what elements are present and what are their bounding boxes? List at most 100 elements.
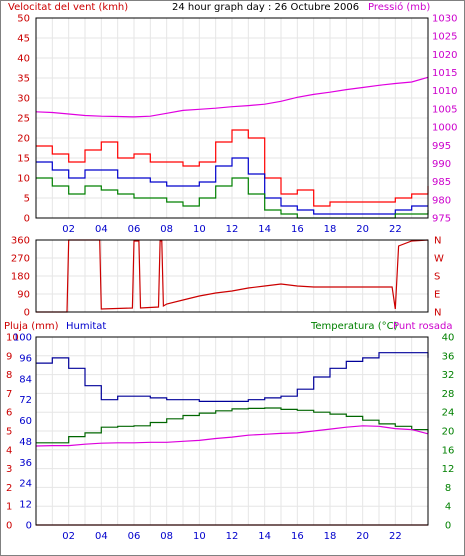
pressure-tick-label-1020: 1020 — [432, 50, 457, 61]
wind-title: Velocitat del vent (kmh) — [8, 2, 128, 13]
wind-tick-label-15: 15 — [17, 154, 30, 165]
compass-label-3: E — [434, 290, 440, 301]
compass-label-4: N — [434, 308, 441, 319]
humidity-tick-label-0: 0 — [26, 521, 32, 532]
wind-x-tick-label-02: 02 — [62, 224, 75, 235]
humidity-x-tick-label-16: 16 — [291, 531, 304, 542]
direction-tick-label-180: 180 — [11, 272, 30, 283]
humidity-title: Humitat — [66, 321, 106, 332]
humidity-x-tick-label-14: 14 — [258, 531, 271, 542]
rain-title: Pluja (mm) — [4, 321, 59, 332]
pressure-tick-label-1025: 1025 — [432, 32, 457, 43]
humidity-tick-label-2: 24 — [19, 479, 32, 490]
series-direction-line — [36, 239, 429, 313]
series-pressure-line — [35, 76, 429, 118]
rain-tick-label-7: 7 — [6, 389, 12, 400]
direction-plot-frame — [35, 239, 429, 313]
rain-tick-label-5: 5 — [6, 427, 12, 438]
wind-plot-frame — [35, 17, 429, 219]
wind-grid — [36, 18, 428, 218]
series-gust-line — [36, 129, 429, 207]
humidity-x-tick-label-06: 06 — [128, 531, 141, 542]
compass-label-1: W — [434, 254, 444, 265]
temperature-axis-labels: 0 4 8 12 16 20 24 28 32 36 40 — [442, 333, 455, 532]
rain-axis-labels: 0 1 2 3 4 5 6 7 8 9 10 — [6, 333, 19, 532]
humidity-x-tick-label-12: 12 — [226, 531, 239, 542]
rain-tick-label-6: 6 — [6, 408, 12, 419]
rain-tick-label-0: 0 — [6, 521, 12, 532]
temperature-tick-label-24: 24 — [442, 408, 455, 419]
wind-x-tick-labels: 02 04 06 08 10 12 14 16 18 20 22 — [62, 224, 401, 235]
compass-label-0: N — [434, 236, 441, 247]
pressure-title: Pressió (mb) — [368, 1, 430, 13]
pressure-tick-label-1005: 1005 — [432, 104, 457, 115]
series-temperature-line — [36, 407, 429, 444]
pressure-tick-label-980: 980 — [432, 195, 451, 206]
temperature-tick-label-28: 28 — [442, 389, 455, 400]
humidity-tick-label-8: 96 — [19, 353, 32, 364]
temperature-tick-label-16: 16 — [442, 445, 455, 456]
humidity-axis-labels: 0 12 24 36 48 60 72 84 96 100 — [13, 333, 32, 532]
wind-x-tick-label-08: 08 — [160, 224, 173, 235]
rain-tick-label-8: 8 — [6, 370, 12, 381]
humidity-x-tick-label-20: 20 — [356, 531, 369, 542]
humidity-tick-label-7: 84 — [19, 374, 32, 385]
wind-tick-label-35: 35 — [17, 74, 30, 85]
direction-tick-label-0: 0 — [24, 308, 30, 319]
series-average-line — [36, 157, 428, 215]
wind-tick-label-20: 20 — [17, 134, 30, 145]
temperature-tick-label-4: 4 — [445, 502, 451, 513]
direction-series — [36, 239, 429, 313]
humidity-tick-label-4: 48 — [19, 437, 32, 448]
series-dewpoint-line — [35, 425, 429, 447]
direction-tick-label-360: 360 — [11, 236, 30, 247]
wind-tick-label-30: 30 — [17, 94, 30, 105]
wind-tick-label-0: 0 — [24, 214, 30, 225]
temperature-tick-label-0: 0 — [445, 521, 451, 532]
dewpoint-title: Punt rosada — [393, 321, 452, 332]
pressure-tick-label-995: 995 — [432, 141, 451, 152]
wind-series — [35, 76, 429, 219]
wind-x-tick-label-20: 20 — [356, 224, 369, 235]
wind-x-tick-label-14: 14 — [258, 224, 271, 235]
humidity-x-tick-label-04: 04 — [95, 531, 108, 542]
compass-label-2: S — [434, 272, 440, 283]
wind-tick-label-25: 25 — [17, 114, 30, 125]
wind-tick-label-10: 10 — [17, 174, 30, 185]
series-humidity-line — [36, 352, 429, 402]
wind-x-tick-label-06: 06 — [128, 224, 141, 235]
wind-tick-label-40: 40 — [17, 54, 30, 65]
wind-tick-label-45: 45 — [17, 34, 30, 45]
rain-tick-label-3: 3 — [6, 464, 12, 475]
wind-x-tick-label-16: 16 — [291, 224, 304, 235]
rain-tick-label-4: 4 — [6, 445, 12, 456]
rain-humidity-temp-panel: Pluja (mm) Humitat Temperatura (°C) Punt… — [4, 321, 454, 542]
wind-tick-label-50: 50 — [17, 14, 30, 25]
humidity-x-tick-label-10: 10 — [193, 531, 206, 542]
wind-x-tick-label-18: 18 — [324, 224, 337, 235]
humidity-tick-label-3: 36 — [19, 458, 32, 469]
pressure-tick-label-1030: 1030 — [432, 14, 457, 25]
rain-tick-label-9: 9 — [6, 351, 12, 362]
pressure-tick-label-985: 985 — [432, 177, 451, 188]
wind-x-tick-label-04: 04 — [95, 224, 108, 235]
temperature-title: Temperatura (°C) — [310, 321, 398, 332]
humidity-x-tick-label-08: 08 — [160, 531, 173, 542]
pressure-tick-label-990: 990 — [432, 159, 451, 170]
humidity-x-tick-labels: 02 04 06 08 10 12 14 16 18 20 22 — [62, 531, 401, 542]
temperature-tick-label-8: 8 — [445, 483, 451, 494]
pressure-tick-label-1000: 1000 — [432, 123, 457, 134]
humidity-x-tick-label-18: 18 — [324, 531, 337, 542]
rain-tick-label-2: 2 — [6, 483, 12, 494]
pressure-tick-label-1015: 1015 — [432, 68, 457, 79]
temperature-tick-label-40: 40 — [442, 333, 455, 344]
wind-axis-labels: 0 5 10 15 20 25 30 35 40 45 50 — [17, 14, 30, 225]
humidity-tick-label-6: 72 — [19, 395, 32, 406]
wind-tick-label-5: 5 — [24, 194, 30, 205]
humidity-plot-frame — [35, 336, 429, 526]
pressure-tick-label-975: 975 — [432, 214, 451, 225]
wind-x-tick-label-10: 10 — [193, 224, 206, 235]
direction-tick-label-270: 270 — [11, 254, 30, 265]
